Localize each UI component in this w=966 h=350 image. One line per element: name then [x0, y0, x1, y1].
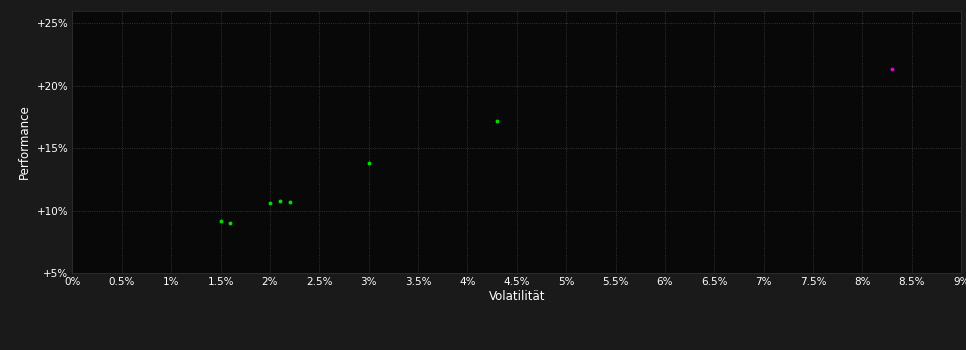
Point: [361, 160, 377, 166]
Point: [213, 218, 228, 223]
Point: [223, 220, 239, 226]
Point: [884, 66, 899, 72]
X-axis label: Volatilität: Volatilität: [489, 290, 545, 303]
Y-axis label: Performance: Performance: [18, 104, 31, 179]
Point: [272, 198, 288, 203]
Point: [282, 199, 298, 204]
Point: [490, 118, 505, 123]
Point: [262, 200, 277, 206]
